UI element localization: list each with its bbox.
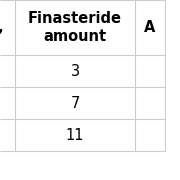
- Text: ,: ,: [0, 20, 3, 35]
- Text: A: A: [144, 20, 156, 35]
- Text: 11: 11: [66, 127, 84, 143]
- Text: 7: 7: [70, 96, 80, 111]
- Text: 3: 3: [70, 64, 80, 78]
- Text: Finasteride
amount: Finasteride amount: [28, 11, 122, 44]
